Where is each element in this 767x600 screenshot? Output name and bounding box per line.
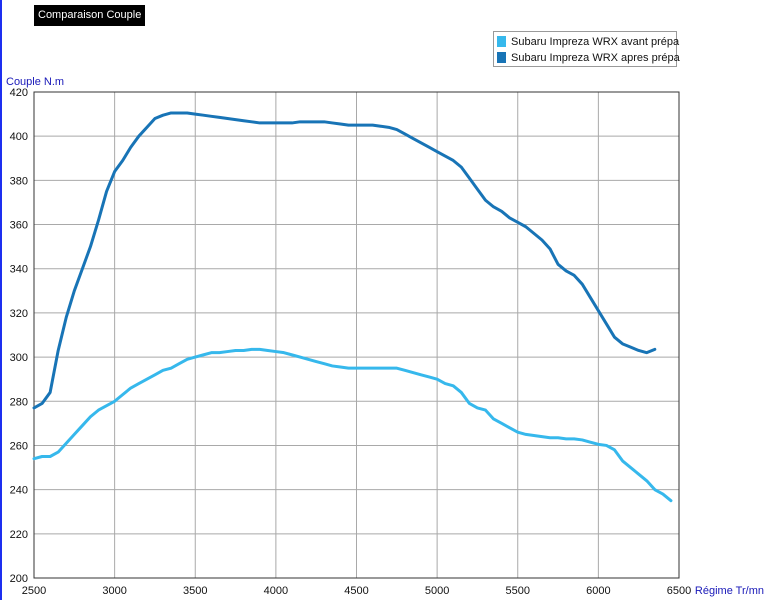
x-tick-label-1: 3000 xyxy=(102,585,126,597)
series-line-0 xyxy=(32,347,673,503)
legend-swatch-after-tuning xyxy=(497,52,506,63)
y-tick-label-1: 220 xyxy=(10,529,28,541)
legend-item-after-tuning: Subaru Impreza WRX apres prépa xyxy=(497,50,680,65)
left-window-border xyxy=(0,0,2,600)
chart-legend: Subaru Impreza WRX avant prépa Subaru Im… xyxy=(493,31,680,67)
y-tick-label-9: 380 xyxy=(10,175,28,187)
x-axis-title: Régime Tr/mn xyxy=(694,585,764,597)
x-tick-label-2: 3500 xyxy=(183,585,207,597)
y-tick-label-4: 280 xyxy=(10,396,28,408)
x-tick-label-0: 2500 xyxy=(22,585,46,597)
legend-swatch-before-tuning xyxy=(497,36,506,47)
legend-label-before-tuning: Subaru Impreza WRX avant prépa xyxy=(511,35,680,48)
series-line-1 xyxy=(32,111,657,410)
y-tick-label-0: 200 xyxy=(10,573,28,585)
x-tick-label-3: 4000 xyxy=(264,585,288,597)
x-tick-label-7: 6000 xyxy=(586,585,610,597)
y-tick-label-8: 360 xyxy=(10,220,28,232)
y-axis-title: Couple N.m xyxy=(6,76,65,88)
axis-ticks: 2500 3000 3500 4000 4500 5000 5500 6000 6500 200 2… xyxy=(10,87,692,597)
y-tick-label-2: 240 xyxy=(10,485,28,497)
y-tick-label-5: 300 xyxy=(10,352,28,364)
plot-border xyxy=(33,91,680,579)
y-tick-label-6: 320 xyxy=(10,308,28,320)
legend-item-before-tuning: Subaru Impreza WRX avant prépa xyxy=(497,34,679,49)
grid-lines xyxy=(33,91,680,579)
x-tick-label-8: 6500 xyxy=(667,585,691,597)
chart-title: Comparaison Couple xyxy=(34,5,146,26)
y-tick-label-10: 400 xyxy=(10,131,28,143)
x-tick-label-4: 4500 xyxy=(344,585,368,597)
legend-label-after-tuning: Subaru Impreza WRX apres prépa xyxy=(511,51,680,64)
x-tick-label-5: 5000 xyxy=(425,585,449,597)
y-tick-label-3: 260 xyxy=(10,440,28,452)
plot-frame xyxy=(33,91,680,579)
x-tick-label-6: 5500 xyxy=(506,585,530,597)
series-lines xyxy=(32,111,673,503)
y-tick-label-11: 420 xyxy=(10,87,28,99)
y-tick-label-7: 340 xyxy=(10,264,28,276)
